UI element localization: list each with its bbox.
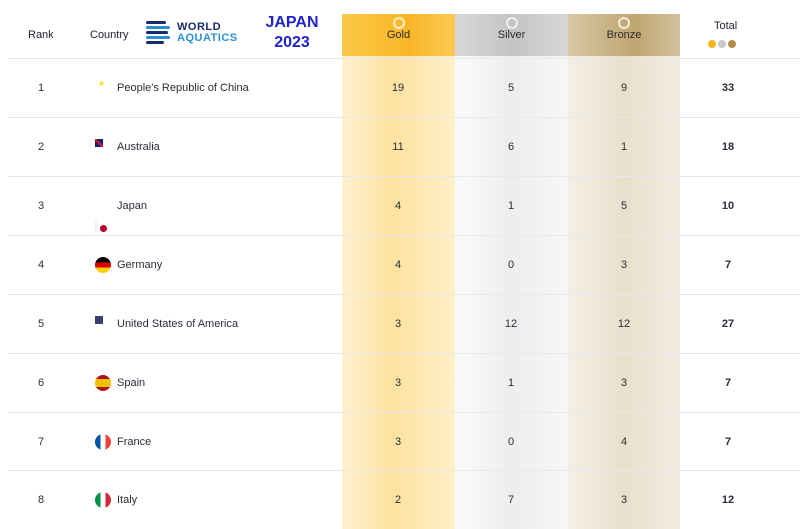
world-aquatics-logo-icon bbox=[146, 21, 170, 44]
rank-cell: 8 bbox=[38, 494, 45, 506]
gold-count: 4 bbox=[394, 259, 402, 271]
silver-count: 0 bbox=[507, 259, 515, 271]
japan-flag-icon bbox=[95, 220, 97, 234]
total-count: 27 bbox=[721, 318, 735, 330]
bronze-count: 4 bbox=[620, 436, 628, 448]
event-title: JAPAN 2023 bbox=[252, 13, 332, 53]
total-medals-icons bbox=[708, 35, 738, 53]
country-name[interactable]: Italy bbox=[117, 494, 138, 506]
silver-count: 0 bbox=[507, 436, 515, 448]
bronze-count: 3 bbox=[620, 494, 628, 506]
gold-count: 3 bbox=[394, 377, 402, 389]
gold-count: 3 bbox=[394, 318, 402, 330]
bronze-header-label: Bronze bbox=[606, 29, 642, 41]
gold-medal-small-icon bbox=[708, 40, 716, 48]
france-flag-icon bbox=[95, 434, 111, 450]
bronze-count: 3 bbox=[620, 377, 628, 389]
total-header[interactable]: Total bbox=[714, 20, 738, 32]
bronze-count: 3 bbox=[620, 259, 628, 271]
bronze-medal-icon bbox=[618, 17, 630, 29]
italy-flag-icon bbox=[95, 492, 111, 508]
country-name[interactable]: Australia bbox=[117, 141, 160, 153]
bronze-header[interactable]: Bronze bbox=[568, 14, 680, 56]
rank-cell: 5 bbox=[38, 318, 45, 330]
table-row[interactable]: 3 Japan 4 1 5 10 bbox=[8, 176, 800, 235]
table-row[interactable]: 1 People's Republic of China 19 5 9 33 bbox=[8, 58, 800, 117]
table-row[interactable]: 4 Germany 4 0 3 7 bbox=[8, 235, 800, 294]
bronze-count: 5 bbox=[620, 200, 628, 212]
rank-cell: 2 bbox=[38, 141, 45, 153]
total-count: 18 bbox=[721, 141, 735, 153]
bronze-medal-small-icon bbox=[728, 40, 736, 48]
total-count: 10 bbox=[721, 200, 735, 212]
silver-count: 5 bbox=[507, 82, 515, 94]
bronze-count: 9 bbox=[620, 82, 628, 94]
total-count: 33 bbox=[721, 82, 735, 94]
silver-count: 1 bbox=[507, 377, 515, 389]
bronze-column-background bbox=[568, 14, 680, 529]
country-name[interactable]: France bbox=[117, 436, 152, 448]
gold-count: 19 bbox=[391, 82, 405, 94]
germany-flag-icon bbox=[95, 257, 111, 273]
gold-count: 2 bbox=[394, 494, 402, 506]
gold-count: 4 bbox=[394, 200, 402, 212]
rank-cell: 7 bbox=[38, 436, 45, 448]
total-count: 12 bbox=[721, 494, 735, 506]
table-row[interactable]: 2 Australia 11 6 1 18 bbox=[8, 117, 800, 176]
event-title-country: JAPAN bbox=[265, 14, 319, 31]
logo-text-aquatics: AQUATICS bbox=[177, 32, 238, 44]
country-header[interactable]: Country bbox=[90, 29, 129, 41]
rank-cell: 6 bbox=[38, 377, 45, 389]
total-count: 7 bbox=[724, 259, 732, 271]
silver-medal-icon bbox=[505, 17, 518, 29]
silver-count: 12 bbox=[504, 318, 518, 330]
event-title-year: 2023 bbox=[274, 34, 310, 51]
table-row[interactable]: 5 United States of America 3 12 12 27 bbox=[8, 294, 800, 353]
bronze-count: 1 bbox=[620, 141, 628, 153]
medal-table-header: Rank Country WORLD AQUATICS JAPAN 2023 G… bbox=[0, 0, 800, 58]
gold-medal-icon bbox=[392, 17, 405, 29]
rank-cell: 1 bbox=[38, 82, 45, 94]
total-count: 7 bbox=[724, 377, 732, 389]
gold-header-label: Gold bbox=[386, 29, 411, 41]
country-name[interactable]: Spain bbox=[117, 377, 146, 389]
gold-count: 3 bbox=[394, 436, 402, 448]
country-name[interactable]: People's Republic of China bbox=[117, 82, 249, 94]
table-row[interactable]: 7 France 3 0 4 7 bbox=[8, 412, 800, 471]
silver-header[interactable]: Silver bbox=[455, 14, 568, 56]
spain-flag-icon bbox=[95, 375, 111, 391]
country-name[interactable]: Japan bbox=[117, 200, 147, 212]
silver-medal-small-icon bbox=[718, 40, 726, 48]
silver-count: 1 bbox=[507, 200, 515, 212]
table-row[interactable]: 6 Spain 3 1 3 7 bbox=[8, 353, 800, 412]
rank-cell: 3 bbox=[38, 200, 45, 212]
logo-text-world: WORLD bbox=[177, 21, 222, 33]
gold-header[interactable]: Gold bbox=[342, 14, 455, 56]
country-name[interactable]: Germany bbox=[117, 259, 163, 271]
country-name[interactable]: United States of America bbox=[117, 318, 239, 330]
silver-header-label: Silver bbox=[497, 29, 526, 41]
rank-cell: 4 bbox=[38, 259, 45, 271]
gold-column-background bbox=[342, 14, 455, 529]
table-row[interactable]: 8 Italy 2 7 3 12 bbox=[8, 470, 800, 529]
gold-count: 11 bbox=[392, 141, 404, 153]
total-count: 7 bbox=[724, 436, 732, 448]
rank-header[interactable]: Rank bbox=[28, 29, 54, 41]
silver-count: 7 bbox=[507, 494, 515, 506]
bronze-count: 12 bbox=[617, 318, 631, 330]
silver-count: 6 bbox=[507, 141, 515, 153]
silver-column-background bbox=[455, 14, 568, 529]
